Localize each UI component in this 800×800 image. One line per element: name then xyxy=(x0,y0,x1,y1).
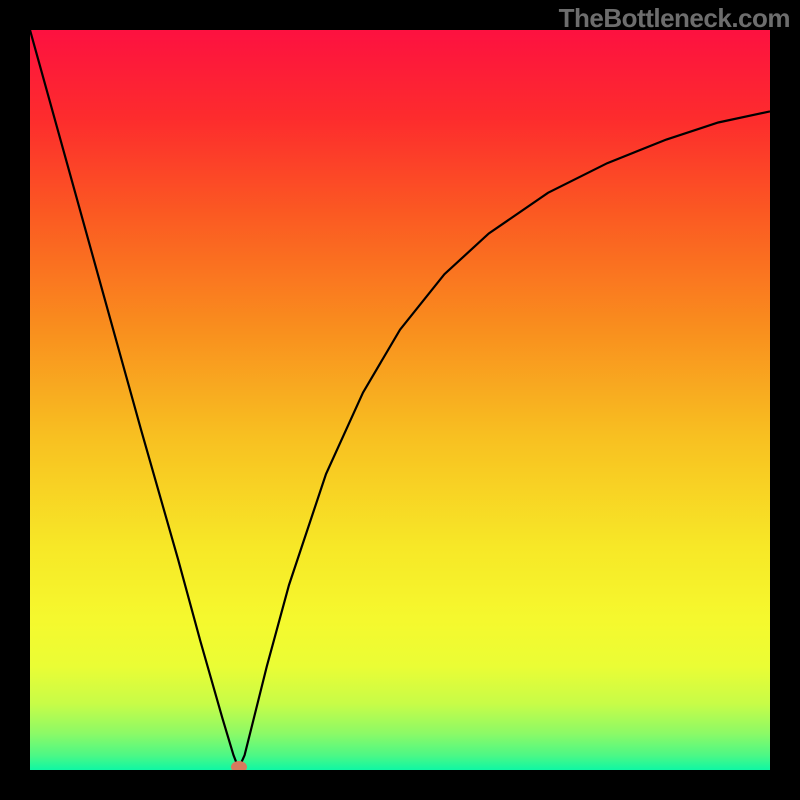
chart-container: TheBottleneck.com xyxy=(0,0,800,800)
bottleneck-curve xyxy=(30,30,770,770)
minimum-marker xyxy=(231,761,247,770)
watermark-text: TheBottleneck.com xyxy=(559,3,790,34)
curve-path xyxy=(30,30,770,769)
plot-area xyxy=(30,30,770,770)
